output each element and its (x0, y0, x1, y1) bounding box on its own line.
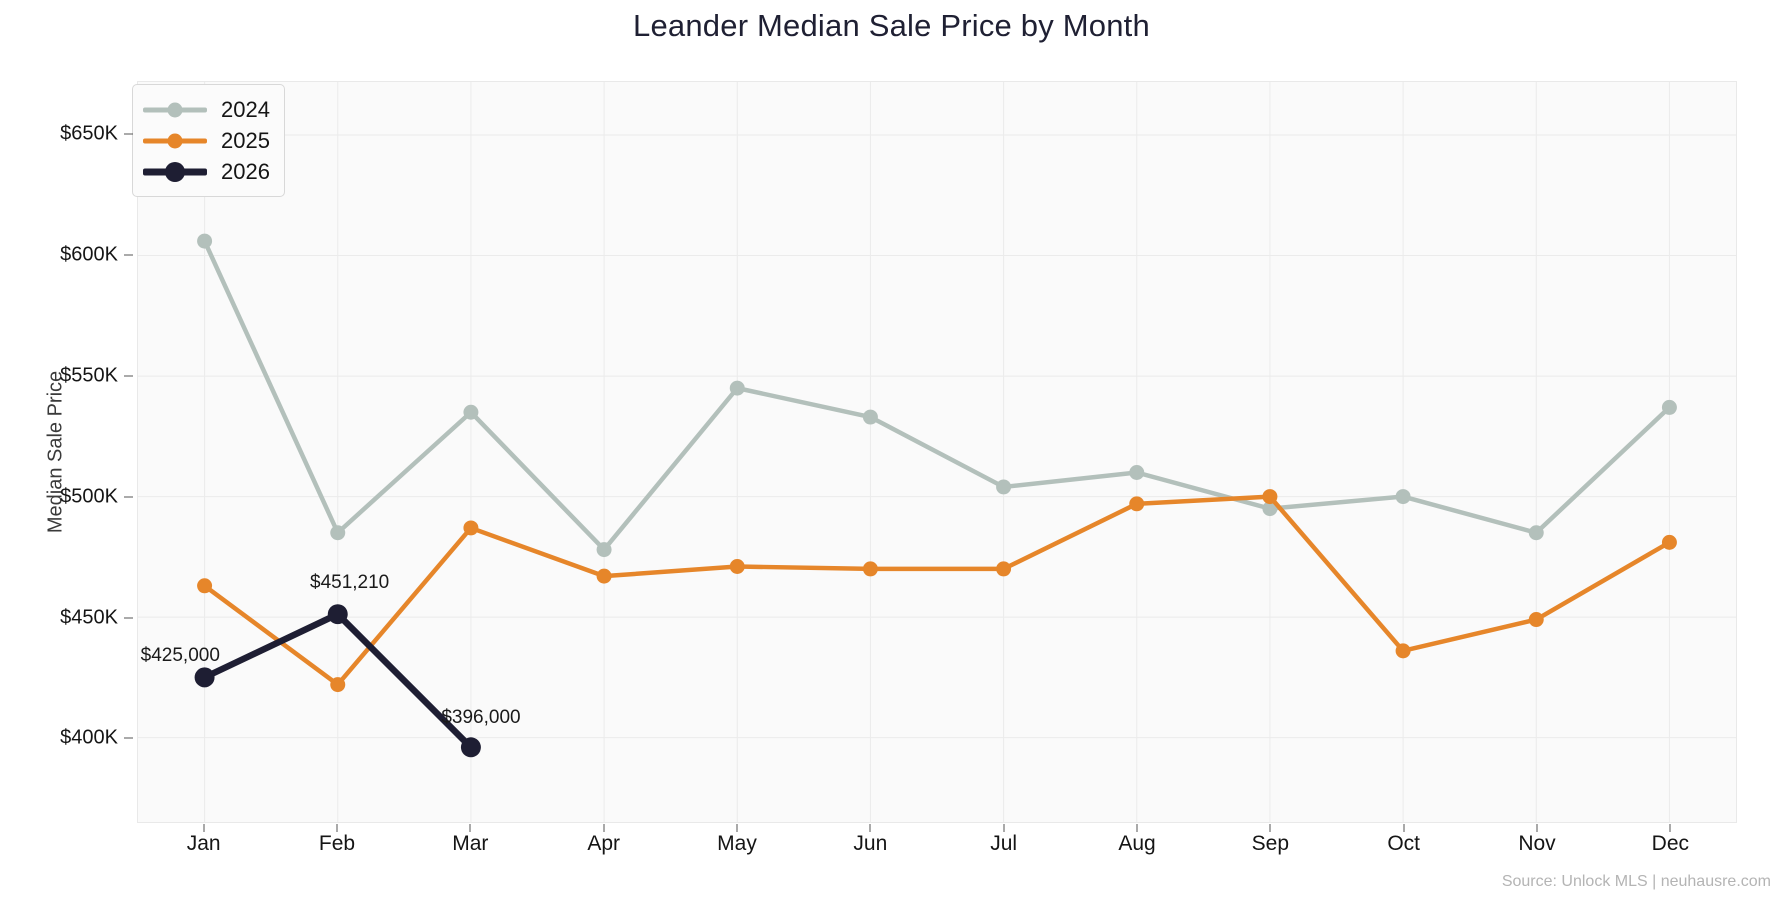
x-axis-tick-mark (1403, 824, 1405, 832)
legend-label: 2025 (221, 127, 270, 153)
data-point-2025[interactable] (1129, 496, 1145, 512)
x-axis-tick-label: Sep (1251, 832, 1290, 855)
x-axis-tick-label: Nov (1518, 832, 1556, 855)
y-axis-tick-mark (124, 133, 133, 135)
x-axis-tick-mark (603, 824, 605, 832)
chart-legend[interactable]: 2024 2025 2026 (132, 84, 285, 197)
data-point-2024[interactable] (197, 233, 213, 249)
legend-label: 2024 (221, 96, 270, 122)
data-point-label: $396,000 (441, 707, 521, 729)
x-axis-tick-mark (1003, 824, 1005, 832)
x-axis-tick-label: Oct (1387, 832, 1420, 855)
data-point-2026[interactable] (194, 667, 215, 688)
x-axis-tick-label: Feb (318, 832, 356, 855)
data-point-2024[interactable] (596, 542, 612, 558)
data-point-2024[interactable] (330, 525, 346, 541)
series-line-2024 (202, 238, 1672, 552)
legend-item-2026[interactable]: 2026 (143, 156, 270, 187)
x-axis-tick-label: Jun (853, 832, 888, 855)
y-axis-tick-label: $650K (60, 122, 118, 145)
data-point-2024[interactable] (1395, 489, 1411, 505)
data-point-2026[interactable] (327, 604, 348, 625)
y-axis-tick-mark (124, 254, 133, 256)
y-axis-tick-mark (124, 375, 133, 377)
y-axis-tick-mark (124, 496, 133, 498)
data-point-2024[interactable] (1129, 465, 1145, 480)
y-axis-tick-label: $500K (60, 485, 118, 508)
x-axis-tick-label: Jul (990, 832, 1018, 855)
series-line-2025 (202, 494, 1672, 687)
data-point-2025[interactable] (1395, 643, 1411, 659)
x-axis-tick-mark (203, 824, 205, 832)
y-axis-tick-label: $450K (60, 606, 118, 629)
data-point-2024[interactable] (1528, 525, 1544, 541)
data-point-2024[interactable] (862, 409, 878, 425)
x-axis-tick-label: May (717, 832, 757, 855)
data-point-2024[interactable] (729, 380, 745, 396)
data-point-2025[interactable] (330, 677, 346, 693)
grid-lines (138, 82, 1736, 822)
data-point-2025[interactable] (996, 561, 1012, 577)
data-point-label: $451,210 (310, 571, 390, 593)
x-axis-tick-mark (1536, 824, 1538, 832)
y-axis-tick-label: $600K (60, 243, 118, 266)
legend-dot-icon (167, 102, 183, 117)
legend-label: 2026 (221, 158, 270, 184)
plot-area: $425,000 $451,210 $396,000 (137, 81, 1737, 823)
x-axis-tick-mark (336, 824, 338, 832)
legend-swatch-icon (143, 99, 207, 121)
legend-dot-icon (167, 133, 183, 148)
y-axis-tick-label: $400K (60, 726, 118, 749)
x-axis-tick-mark (1269, 824, 1271, 832)
data-point-2025[interactable] (1661, 534, 1677, 550)
legend-swatch-icon (143, 130, 207, 152)
data-point-2024[interactable] (1661, 399, 1677, 415)
data-point-label: $425,000 (140, 644, 220, 666)
y-axis-tick-mark (124, 737, 133, 739)
x-axis-tick-mark (736, 824, 738, 832)
x-axis-tick-label: Dec (1651, 832, 1690, 855)
x-axis-tick-label: Jan (186, 832, 221, 855)
data-point-2025[interactable] (596, 568, 612, 584)
y-axis-tick-mark (124, 617, 133, 619)
legend-item-2025[interactable]: 2025 (143, 125, 270, 156)
x-axis-tick-mark (1136, 824, 1138, 832)
x-axis-tick-label: Apr (587, 832, 620, 855)
data-point-2026[interactable] (460, 737, 481, 758)
data-point-2025[interactable] (197, 578, 213, 594)
y-axis-tick-label: $550K (60, 364, 118, 387)
data-point-2024[interactable] (1262, 501, 1278, 517)
x-axis-tick-mark (1669, 824, 1671, 832)
data-point-2025[interactable] (1528, 612, 1544, 628)
x-axis-tick-label: Aug (1118, 832, 1156, 855)
source-note: Source: Unlock MLS | neuhausre.com (1501, 873, 1771, 890)
x-axis-tick-mark (869, 824, 871, 832)
data-point-2025[interactable] (463, 520, 479, 536)
x-axis-tick-labels: Jan Feb Mar Apr May Jun Jul Aug Sep Oct Nov Dec (137, 824, 1737, 864)
data-point-2024[interactable] (463, 404, 479, 420)
data-point-2025[interactable] (862, 561, 878, 577)
series-lines (194, 233, 1677, 758)
data-point-2025[interactable] (1262, 489, 1278, 505)
legend-dot-icon (165, 161, 185, 182)
y-axis-tick-labels: $400K $450K $500K $550K $600K $650K (0, 81, 118, 823)
legend-item-2024[interactable]: 2024 (143, 94, 270, 125)
data-point-2024[interactable] (996, 479, 1012, 495)
x-axis-tick-label: Mar (452, 832, 489, 855)
chart-title: Leander Median Sale Price by Month (633, 8, 1150, 43)
x-axis-tick-mark (469, 824, 471, 832)
data-point-2025[interactable] (729, 559, 745, 574)
legend-swatch-icon (143, 161, 207, 183)
